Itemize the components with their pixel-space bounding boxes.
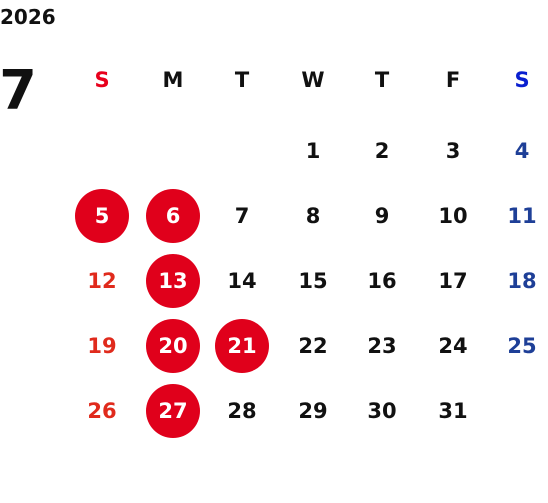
weekday: M	[163, 68, 184, 92]
day: 13	[158, 269, 187, 293]
day: 23	[367, 334, 396, 358]
day: 7	[235, 204, 250, 228]
day: 12	[87, 269, 116, 293]
day: 14	[227, 269, 256, 293]
day: 1	[306, 139, 321, 163]
day: 6	[166, 204, 181, 228]
day: 9	[375, 204, 390, 228]
day-marker	[146, 189, 200, 243]
day: 30	[367, 399, 396, 423]
day: 15	[298, 269, 327, 293]
day: 18	[507, 269, 536, 293]
day-marker	[75, 189, 129, 243]
day: 24	[438, 334, 467, 358]
day: 5	[95, 204, 110, 228]
day: 16	[367, 269, 396, 293]
day: 3	[446, 139, 461, 163]
day: 20	[158, 334, 187, 358]
day: 8	[306, 204, 321, 228]
month: 7	[0, 59, 37, 122]
day: 19	[87, 334, 116, 358]
day-marker	[146, 254, 200, 308]
weekday: T	[235, 68, 250, 92]
day: 11	[507, 204, 536, 228]
day: 27	[158, 399, 187, 423]
day: 2	[375, 139, 390, 163]
day: 25	[507, 334, 536, 358]
day: 21	[227, 334, 256, 358]
day-marker	[146, 384, 200, 438]
weekday: S	[514, 68, 529, 92]
day: 17	[438, 269, 467, 293]
day: 31	[438, 399, 467, 423]
day-marker	[146, 319, 200, 373]
day: 4	[515, 139, 530, 163]
year: 2026	[0, 5, 56, 29]
weekday: S	[94, 68, 109, 92]
weekday: T	[375, 68, 390, 92]
weekday: W	[301, 68, 324, 92]
day-marker	[215, 319, 269, 373]
day: 22	[298, 334, 327, 358]
day: 26	[87, 399, 116, 423]
weekday: F	[446, 68, 460, 92]
day: 29	[298, 399, 327, 423]
day: 10	[438, 204, 467, 228]
day: 28	[227, 399, 256, 423]
